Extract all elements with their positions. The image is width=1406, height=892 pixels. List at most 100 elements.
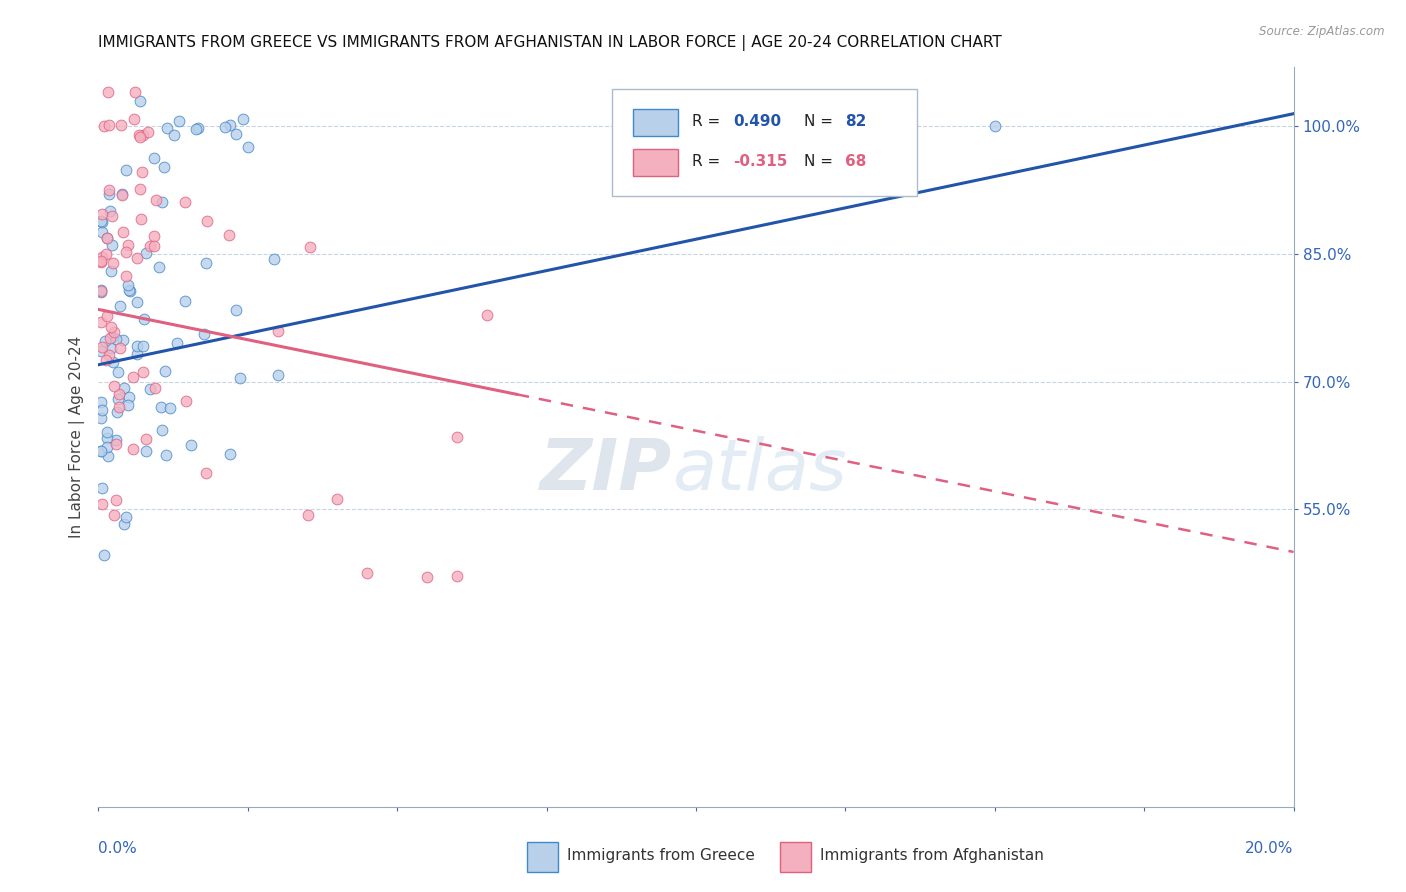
Point: [125, 339, 148, 353]
Bar: [780, 842, 811, 872]
Point: [96, 425, 118, 440]
Point: [112, 517, 135, 532]
Point: [194, 466, 217, 480]
Point: [132, 128, 155, 142]
Point: [111, 188, 134, 202]
Point: [96, 440, 118, 454]
Text: 20.0%: 20.0%: [1246, 841, 1294, 856]
Point: [90, 497, 112, 511]
Point: [91, 225, 114, 239]
Point: [90, 343, 112, 358]
Point: [193, 327, 215, 342]
Point: [90, 255, 112, 269]
Text: 82: 82: [845, 114, 866, 129]
Point: [143, 228, 166, 243]
Point: [90, 315, 112, 329]
Point: [150, 194, 173, 209]
Point: [115, 162, 138, 177]
Point: [267, 368, 290, 382]
Point: [475, 308, 498, 322]
Point: [122, 112, 145, 126]
Point: [142, 151, 165, 165]
Point: [173, 194, 195, 209]
Point: [103, 256, 125, 270]
Point: [110, 118, 132, 132]
Point: [131, 164, 153, 178]
Point: [195, 256, 218, 270]
Text: R =: R =: [692, 114, 725, 129]
Point: [115, 244, 138, 259]
Point: [90, 394, 112, 409]
Point: [101, 238, 124, 252]
Point: [101, 210, 124, 224]
Point: [134, 312, 156, 326]
Point: [156, 120, 179, 135]
Point: [91, 215, 114, 229]
Text: -0.315: -0.315: [733, 154, 787, 169]
Point: [94, 334, 117, 349]
Point: [93, 549, 115, 563]
Point: [297, 508, 319, 522]
Point: [184, 122, 207, 136]
Point: [94, 353, 117, 368]
Point: [149, 400, 172, 414]
Point: [96, 231, 118, 245]
Point: [117, 278, 139, 293]
Point: [148, 260, 170, 274]
Text: N =: N =: [804, 114, 838, 129]
Point: [139, 382, 162, 396]
Point: [122, 442, 145, 456]
Text: 0.490: 0.490: [733, 114, 782, 129]
Point: [225, 302, 247, 317]
Point: [105, 405, 128, 419]
Point: [90, 254, 112, 268]
Point: [159, 401, 181, 416]
Point: [115, 509, 138, 524]
Point: [100, 330, 122, 344]
Point: [103, 508, 125, 522]
Point: [90, 402, 112, 417]
Point: [96, 231, 118, 245]
Point: [129, 182, 152, 196]
Point: [90, 284, 112, 298]
Point: [219, 118, 242, 132]
Point: [90, 411, 112, 425]
Point: [984, 120, 1007, 134]
Point: [108, 341, 131, 355]
Point: [97, 449, 120, 463]
Text: Immigrants from Greece: Immigrants from Greece: [567, 847, 755, 863]
Point: [138, 125, 160, 139]
Text: 0.0%: 0.0%: [98, 841, 138, 856]
Point: [107, 400, 129, 414]
Point: [105, 433, 128, 447]
Point: [91, 481, 114, 495]
Point: [97, 86, 120, 100]
Point: [180, 437, 202, 451]
Point: [127, 347, 149, 361]
Point: [97, 119, 120, 133]
Text: N =: N =: [804, 154, 838, 169]
Point: [356, 566, 378, 581]
Point: [163, 128, 186, 142]
Point: [129, 129, 152, 144]
Point: [122, 369, 145, 384]
Point: [98, 187, 121, 202]
Point: [236, 140, 259, 154]
Point: [93, 120, 115, 134]
Point: [169, 113, 191, 128]
Point: [150, 423, 173, 437]
Point: [100, 342, 122, 356]
Point: [225, 127, 247, 141]
Point: [219, 447, 242, 461]
Point: [135, 444, 157, 458]
Point: [232, 112, 254, 127]
Point: [111, 226, 134, 240]
Text: Immigrants from Afghanistan: Immigrants from Afghanistan: [820, 847, 1043, 863]
Point: [112, 381, 135, 395]
Text: Source: ZipAtlas.com: Source: ZipAtlas.com: [1260, 25, 1385, 38]
Point: [111, 333, 134, 347]
Point: [128, 128, 150, 142]
Point: [298, 240, 321, 254]
Point: [96, 431, 118, 445]
Point: [135, 432, 157, 446]
